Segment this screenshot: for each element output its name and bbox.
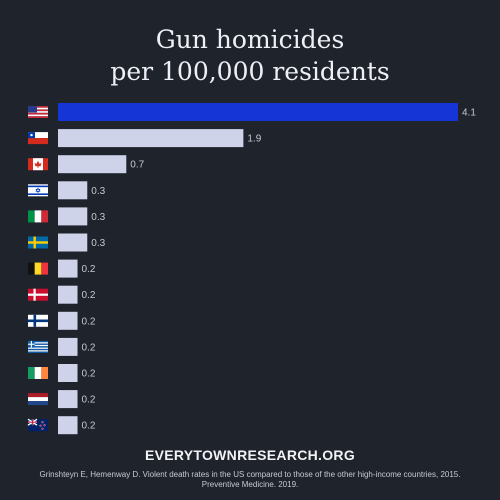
value-label-united-states: 4.1 — [462, 108, 476, 119]
value-label-denmark: 0.2 — [82, 290, 96, 301]
bar-finland — [58, 311, 78, 330]
bar-denmark — [58, 285, 78, 304]
value-label-italy: 0.3 — [91, 212, 105, 223]
denmark-flag — [28, 288, 48, 301]
value-label-new-zealand: 0.2 — [82, 421, 96, 432]
value-label-finland: 0.2 — [82, 316, 96, 327]
italy-flag — [28, 210, 48, 223]
bar-greece — [58, 337, 78, 356]
value-label-canada: 0.7 — [130, 160, 144, 171]
bar-chile — [58, 129, 244, 148]
source-line-1: Grinshteyn E, Hemenway D. Violent death … — [39, 470, 461, 479]
bar-belgium — [58, 259, 78, 278]
bar-netherlands — [58, 390, 78, 409]
website-link[interactable]: EVERYTOWNRESEARCH.ORG — [144, 447, 356, 463]
chile-flag — [28, 132, 48, 145]
value-label-sweden: 0.3 — [91, 238, 105, 249]
belgium-flag — [28, 262, 48, 275]
bar-sweden — [58, 233, 88, 252]
chart-title-line-1: Gun homicides — [155, 25, 345, 54]
bar-israel — [58, 181, 88, 200]
bar-ireland — [58, 364, 78, 382]
value-label-israel: 0.3 — [91, 186, 105, 197]
value-label-netherlands: 0.2 — [82, 395, 96, 406]
bar-new-zealand — [58, 416, 78, 435]
value-label-greece: 0.2 — [82, 342, 96, 353]
source-citation: Grinshteyn E, Hemenway D. Violent death … — [0, 470, 500, 490]
israel-flag — [28, 184, 48, 197]
bar-italy — [58, 207, 88, 226]
bar-united-states — [58, 103, 458, 121]
value-label-chile: 1.9 — [247, 134, 261, 145]
bar-canada — [58, 155, 127, 174]
united-states-flag — [28, 106, 48, 118]
value-label-belgium: 0.2 — [82, 264, 96, 275]
canada-flag — [28, 158, 48, 171]
chart-title-line-2: per 100,000 residents — [110, 57, 390, 86]
finland-flag — [28, 314, 48, 327]
new-zealand-flag — [27, 418, 48, 432]
greece-flag — [28, 340, 48, 353]
ireland-flag — [28, 367, 48, 379]
chart-title: Gun homicides per 100,000 residents — [0, 24, 500, 88]
sweden-flag — [28, 236, 48, 249]
source-line-2: Preventive Medicine. 2019. — [201, 480, 299, 489]
value-label-ireland: 0.2 — [82, 369, 96, 380]
netherlands-flag — [28, 393, 48, 406]
